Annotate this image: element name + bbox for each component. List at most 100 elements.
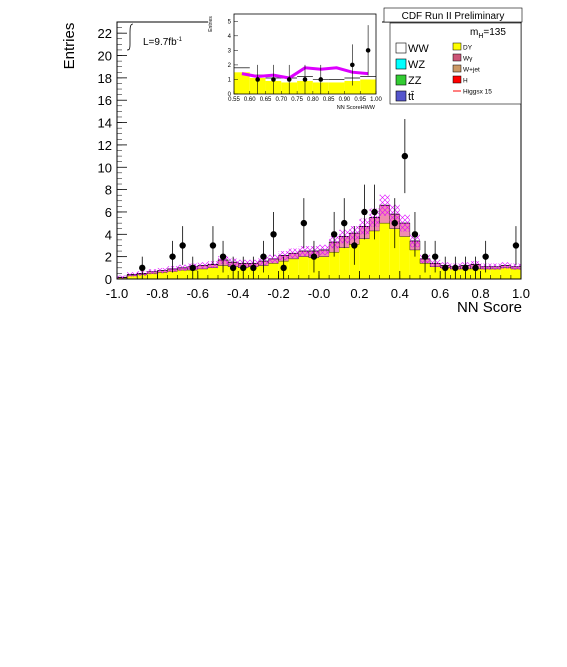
legend-label: ZZ	[408, 75, 422, 87]
integral-icon	[126, 23, 134, 51]
data-point	[341, 219, 348, 227]
y-tick-label: 14	[98, 116, 112, 131]
data-point	[421, 253, 429, 260]
y-tick-label: 2	[105, 250, 112, 265]
legend-label: H	[463, 78, 468, 85]
main-y-axis: 0 2 4 6 8 10 12 14 16 18 20 22	[98, 21, 127, 287]
dy-bar	[359, 238, 370, 279]
data-point	[139, 264, 146, 272]
legend-left: WW WZ ZZ tt̄	[395, 42, 429, 103]
data-point	[209, 242, 217, 249]
inset-y-tick-label: 3	[228, 48, 232, 54]
inset-x-tick-label: 0.55	[228, 97, 240, 103]
legend-label: DY	[463, 45, 473, 52]
svg-text:L=9.7fb-1: L=9.7fb-1	[143, 37, 183, 48]
data-point	[431, 253, 439, 260]
legend-swatch	[452, 53, 462, 62]
x-tick-label: 0.8	[472, 286, 490, 301]
inset-y-axis-label: Entries	[208, 16, 214, 32]
legend-label: Wγ	[463, 56, 473, 63]
legend-label: WZ	[408, 59, 425, 71]
dy-bar	[430, 266, 441, 279]
inset-dy-bar	[328, 82, 345, 94]
data-point	[371, 208, 378, 216]
data-point	[411, 231, 419, 238]
inset-data-points	[255, 25, 371, 94]
main-y-axis-label: Entries	[61, 23, 78, 70]
inset-x-tick-label: 0.60	[244, 97, 256, 103]
dy-bar	[197, 268, 208, 279]
inset-ww-bar	[360, 76, 376, 80]
inset-x-tick-label: 1.00	[370, 97, 382, 103]
dy-bar	[389, 228, 400, 279]
y-tick-label: 10	[98, 160, 112, 175]
data-point	[512, 242, 520, 249]
inset-dy-bar	[360, 79, 376, 94]
inset-x-tick-label: 0.65	[260, 97, 272, 103]
data-point	[442, 264, 449, 272]
inset-pad	[208, 8, 382, 116]
data-point	[229, 264, 237, 272]
inset-data-point	[318, 77, 324, 82]
inset-data-point	[350, 62, 355, 68]
dy-bar	[319, 256, 330, 279]
uncertainty-bin	[510, 263, 521, 270]
uncertainty-bin	[379, 194, 390, 216]
main-x-axis-label: NN Score	[457, 299, 522, 316]
data-point	[270, 231, 277, 238]
data-point	[482, 253, 489, 260]
y-tick-label: 22	[98, 26, 112, 41]
uncertainty-bin	[117, 275, 128, 280]
inset-data-point	[271, 77, 276, 82]
x-tick-label: -0.6	[187, 286, 209, 301]
data-point	[310, 253, 318, 260]
x-tick-label: 0.6	[431, 286, 449, 301]
data-point	[462, 264, 469, 272]
data-point	[300, 219, 308, 227]
inset-y-tick-label: 1	[228, 77, 232, 83]
dy-bar	[329, 252, 340, 279]
legend-swatch	[395, 90, 407, 102]
x-tick-label: 0.4	[391, 286, 409, 301]
dy-bar	[379, 223, 390, 279]
dy-bar	[490, 268, 501, 279]
data-point	[361, 208, 368, 216]
y-tick-label: 16	[98, 93, 112, 108]
legend-right: DY Wγ W+jet H Higgsx 15	[452, 42, 492, 96]
data-point	[330, 231, 338, 238]
inset-ww-bar	[234, 67, 250, 73]
dy-bar	[369, 230, 380, 279]
dy-bar	[288, 258, 299, 279]
legend-label: WW	[408, 43, 429, 55]
legend-swatch	[395, 58, 407, 70]
data-point	[219, 253, 227, 260]
uncertainty-bin	[490, 263, 501, 270]
dy-bar	[147, 273, 158, 279]
y-tick-label: 0	[105, 272, 112, 287]
inset-data-point	[286, 77, 292, 82]
uncertainty-bin	[298, 246, 309, 257]
y-tick-label: 12	[98, 138, 112, 153]
uncertainty-bin	[399, 214, 410, 232]
uncertainty-bin	[268, 254, 279, 263]
data-point	[452, 264, 459, 272]
inset-y-axis: 0 1 2 3 4 5	[228, 19, 238, 98]
dy-bar	[268, 263, 279, 279]
dy-bar	[157, 272, 168, 279]
uncertainty-bin	[500, 262, 511, 269]
data-point	[401, 152, 409, 160]
x-tick-label: -1.0	[106, 286, 128, 301]
uncertainty-bin	[127, 272, 138, 277]
legend-swatch	[452, 75, 462, 84]
dy-bar	[480, 268, 491, 279]
inset-data-point	[255, 77, 260, 82]
inset-y-tick-label: 2	[228, 63, 232, 69]
dy-bar	[298, 256, 309, 279]
y-tick-label: 18	[98, 71, 112, 86]
data-point	[391, 219, 398, 227]
inset-x-tick-label: 0.75	[291, 97, 303, 103]
dy-bar	[500, 267, 511, 279]
inset-y-tick-label: 0	[228, 92, 232, 98]
y-tick-label: 4	[105, 227, 112, 242]
